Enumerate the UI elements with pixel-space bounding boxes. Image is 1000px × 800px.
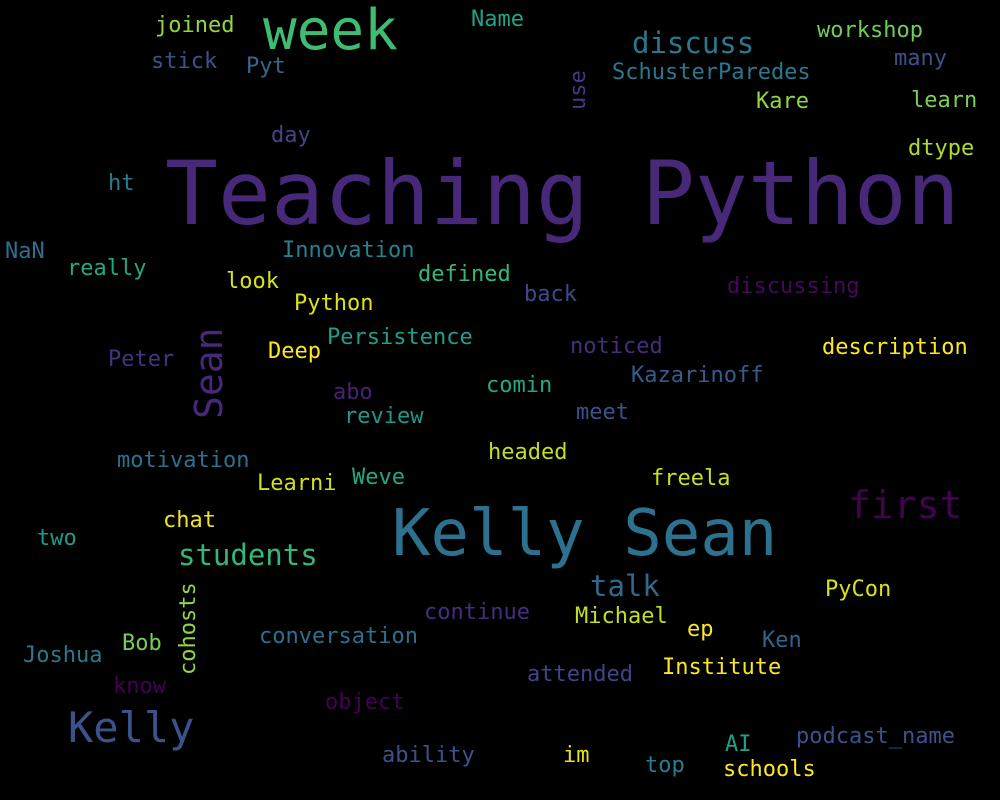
word-cohosts: cohosts <box>176 582 201 675</box>
word-kazarinoff: Kazarinoff <box>631 363 764 388</box>
word-pycon: PyCon <box>825 577 892 602</box>
word-first: first <box>848 483 963 527</box>
word-bob: Bob <box>122 631 162 656</box>
word-back: back <box>524 282 577 307</box>
word-many: many <box>894 46 947 71</box>
word-ken: Ken <box>762 628 802 653</box>
word-teaching-python: Teaching Python <box>165 142 960 245</box>
word-know: know <box>113 674 166 699</box>
word-peter: Peter <box>108 347 175 372</box>
word-kelly-sean: Kelly Sean <box>392 497 778 571</box>
word-ht: ht <box>108 171 135 196</box>
word-weve: Weve <box>352 465 405 490</box>
word-freela: freela <box>651 466 731 491</box>
word-stick: stick <box>151 49 218 74</box>
word-python: Python <box>294 291 374 316</box>
word-object: object <box>325 690 405 715</box>
word-joined: joined <box>155 13 235 38</box>
word-really: really <box>67 256 147 281</box>
word-description: description <box>822 335 968 360</box>
word-dtype: dtype <box>908 136 975 161</box>
word-abo: abo <box>333 380 373 405</box>
word-meet: meet <box>576 400 629 425</box>
word-sean: Sean <box>187 327 231 419</box>
word-persistence: Persistence <box>327 325 473 350</box>
word-institute: Institute <box>662 655 782 680</box>
word-name: Name <box>471 7 524 32</box>
word-ep: ep <box>687 617 714 642</box>
word-ai: AI <box>725 732 752 757</box>
word-michael: Michael <box>575 604 668 629</box>
word-schusterparedes: SchusterParedes <box>612 60 811 85</box>
word-discuss: discuss <box>632 26 755 60</box>
word-review: review <box>344 404 424 429</box>
word-headed: headed <box>488 440 568 465</box>
word-learni: Learni <box>257 471 337 496</box>
word-use: use <box>566 70 591 110</box>
word-schools: schools <box>723 757 816 782</box>
word-motivation: motivation <box>117 448 250 473</box>
word-discussing: discussing <box>727 274 860 299</box>
word-defined: defined <box>418 262 511 287</box>
word-kare: Kare <box>756 89 809 114</box>
word-podcast-name: podcast_name <box>796 724 955 749</box>
word-conversation: conversation <box>259 624 418 649</box>
word-talk: talk <box>590 569 660 603</box>
word-week: week <box>263 0 398 63</box>
word-im: im <box>563 743 590 768</box>
word-chat: chat <box>163 508 216 533</box>
word-attended: attended <box>527 662 633 687</box>
word-students: students <box>178 538 318 572</box>
word-joshua: Joshua <box>23 643 103 668</box>
word-comin: comin <box>486 373 553 398</box>
word-innovation: Innovation <box>282 238 415 263</box>
word-workshop: workshop <box>817 18 923 43</box>
word-two: two <box>37 526 77 551</box>
word-day: day <box>271 123 311 148</box>
word-top: top <box>645 753 685 778</box>
word-deep: Deep <box>268 339 321 364</box>
word-ability: ability <box>382 743 475 768</box>
word-continue: continue <box>424 600 530 625</box>
word-kelly: Kelly <box>68 703 195 752</box>
word-nan: NaN <box>5 239 45 264</box>
word-look: look <box>226 269 279 294</box>
word-pyt: Pyt <box>246 54 286 79</box>
word-noticed: noticed <box>570 334 663 359</box>
word-learn: learn <box>911 88 978 113</box>
